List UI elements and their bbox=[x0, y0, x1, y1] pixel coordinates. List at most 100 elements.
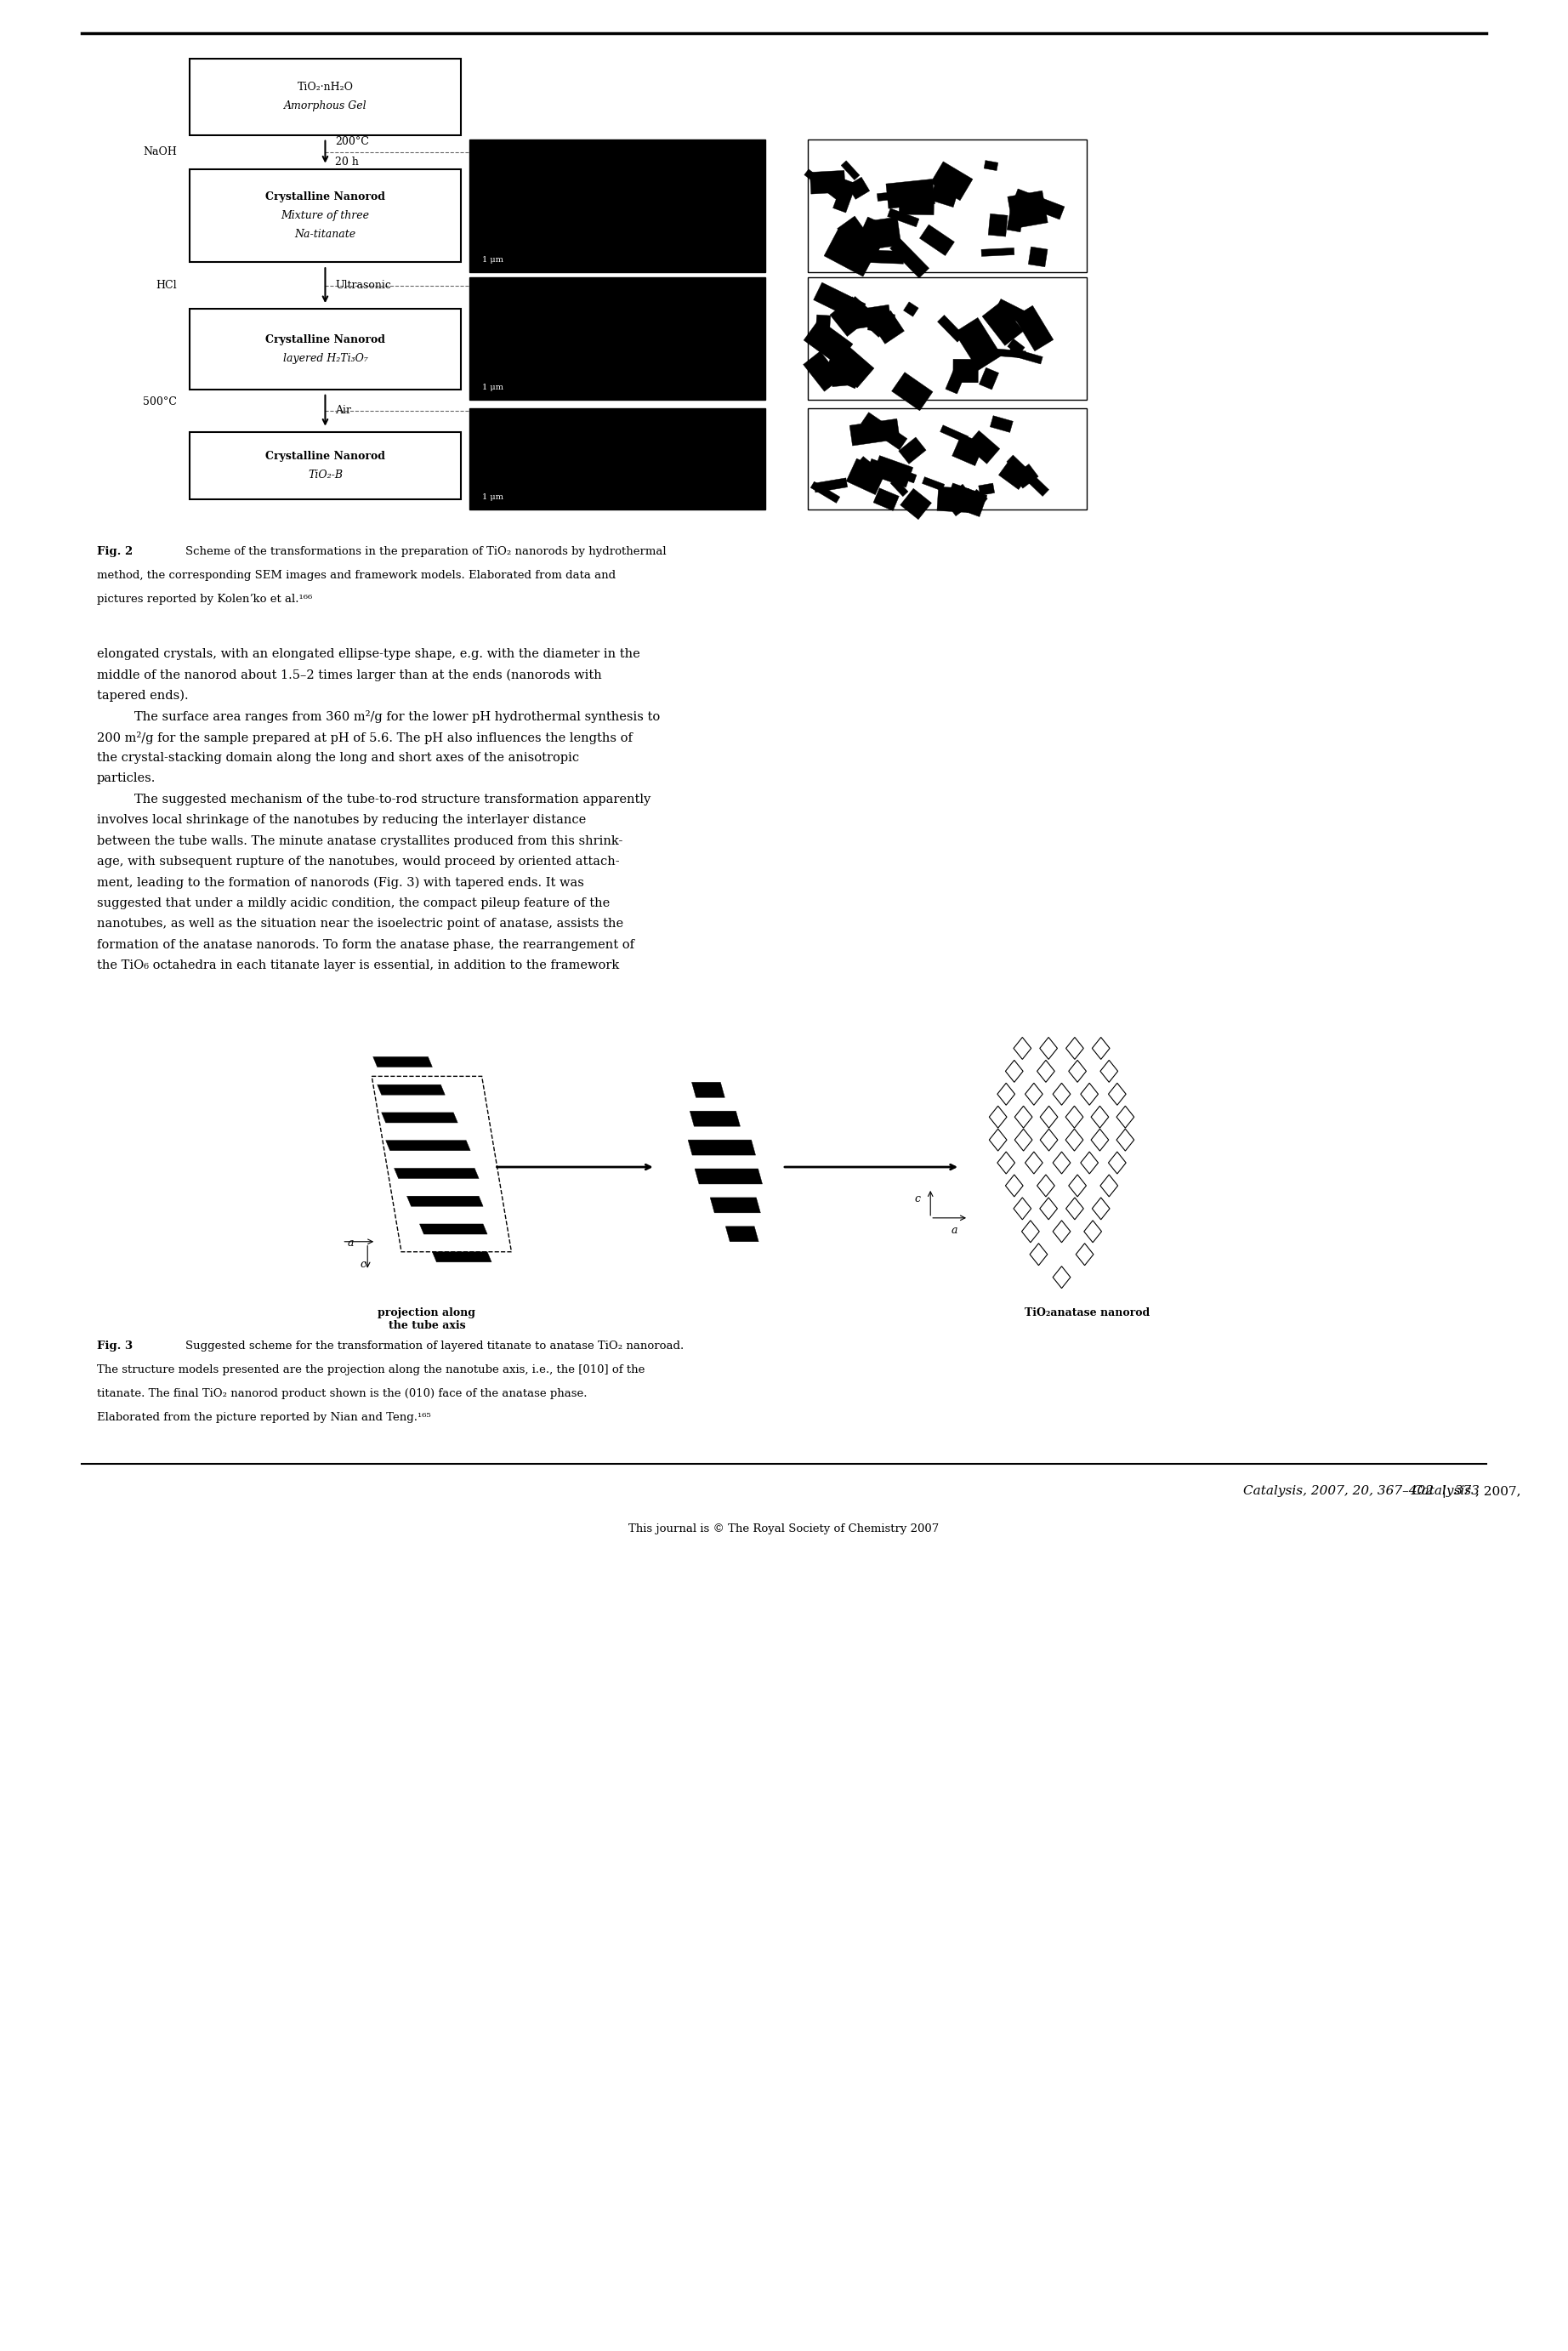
Polygon shape bbox=[953, 360, 978, 383]
Bar bbox=[469, 277, 765, 400]
Polygon shape bbox=[373, 1058, 433, 1067]
Bar bbox=[469, 409, 765, 510]
Bar bbox=[190, 169, 461, 263]
Text: The surface area ranges from 360 m²/g for the lower pH hydrothermal synthesis to: The surface area ranges from 360 m²/g fo… bbox=[135, 710, 660, 724]
Polygon shape bbox=[877, 190, 900, 202]
Polygon shape bbox=[1029, 247, 1047, 268]
Text: Fig. 3: Fig. 3 bbox=[97, 1340, 132, 1352]
Polygon shape bbox=[850, 306, 892, 329]
Text: a: a bbox=[950, 1225, 958, 1237]
Text: particles.: particles. bbox=[97, 773, 155, 785]
Polygon shape bbox=[811, 169, 845, 195]
Polygon shape bbox=[903, 301, 919, 317]
Text: Catalysis, 2007, ​20​, 367–402  |  373: Catalysis, 2007, ​20​, 367–402 | 373 bbox=[1243, 1486, 1480, 1498]
Bar bbox=[808, 409, 1087, 510]
Polygon shape bbox=[710, 1197, 760, 1213]
Polygon shape bbox=[840, 160, 859, 181]
Polygon shape bbox=[867, 313, 895, 331]
Polygon shape bbox=[695, 1168, 762, 1185]
Polygon shape bbox=[966, 430, 1000, 463]
Polygon shape bbox=[985, 160, 999, 172]
Polygon shape bbox=[433, 1251, 491, 1262]
Bar bbox=[190, 308, 461, 390]
Polygon shape bbox=[386, 1140, 470, 1150]
Text: c: c bbox=[914, 1194, 920, 1204]
Polygon shape bbox=[978, 484, 994, 496]
Polygon shape bbox=[989, 416, 1013, 433]
Polygon shape bbox=[823, 350, 866, 388]
Text: middle of the nanorod about 1.5–2 times larger than at the ends (nanorods with: middle of the nanorod about 1.5–2 times … bbox=[97, 668, 602, 682]
Polygon shape bbox=[1013, 463, 1038, 489]
Text: elongated crystals, with an elongated ellipse-type shape, e.g. with the diameter: elongated crystals, with an elongated el… bbox=[97, 649, 640, 661]
Polygon shape bbox=[1008, 348, 1043, 364]
Polygon shape bbox=[420, 1225, 488, 1234]
Polygon shape bbox=[394, 1168, 478, 1178]
Bar bbox=[808, 277, 1087, 400]
Polygon shape bbox=[1014, 306, 1054, 350]
Polygon shape bbox=[952, 435, 985, 465]
Polygon shape bbox=[691, 1081, 724, 1098]
Polygon shape bbox=[886, 179, 935, 209]
Text: Crystalline Nanorod: Crystalline Nanorod bbox=[265, 451, 386, 461]
Polygon shape bbox=[938, 315, 964, 343]
Polygon shape bbox=[814, 477, 847, 491]
Polygon shape bbox=[955, 317, 1002, 371]
Text: Amorphous Gel: Amorphous Gel bbox=[284, 101, 367, 113]
Text: projection along
the tube axis: projection along the tube axis bbox=[378, 1307, 475, 1331]
Polygon shape bbox=[919, 226, 955, 256]
Text: Fig. 2: Fig. 2 bbox=[97, 545, 133, 557]
Text: titanate. The final TiO₂ nanorod product shown is the (010) face of the anatase : titanate. The final TiO₂ nanorod product… bbox=[97, 1389, 586, 1399]
Polygon shape bbox=[1008, 190, 1047, 228]
Text: formation of the anatase nanorods. To form the anatase phase, the rearrangement : formation of the anatase nanorods. To fo… bbox=[97, 938, 633, 950]
Text: Crystalline Nanorod: Crystalline Nanorod bbox=[265, 334, 386, 346]
Text: NaOH: NaOH bbox=[143, 146, 177, 158]
Polygon shape bbox=[930, 183, 958, 207]
Text: ment, leading to the formation of nanorods (Fig. 3) with tapered ends. It was: ment, leading to the formation of nanoro… bbox=[97, 877, 583, 889]
Bar bbox=[469, 139, 765, 273]
Text: Ultrasonic: Ultrasonic bbox=[336, 280, 392, 292]
Polygon shape bbox=[1007, 205, 1024, 233]
Bar bbox=[190, 433, 461, 501]
Text: 500°C: 500°C bbox=[143, 397, 177, 407]
Polygon shape bbox=[891, 237, 930, 277]
Text: Air: Air bbox=[336, 404, 351, 416]
Polygon shape bbox=[891, 477, 908, 496]
Polygon shape bbox=[847, 458, 886, 494]
Polygon shape bbox=[406, 1197, 483, 1206]
Polygon shape bbox=[996, 299, 1029, 324]
Polygon shape bbox=[922, 477, 944, 491]
Polygon shape bbox=[811, 482, 840, 503]
Polygon shape bbox=[1013, 188, 1065, 219]
Text: 1 μm: 1 μm bbox=[481, 383, 503, 390]
Polygon shape bbox=[381, 1112, 458, 1124]
Polygon shape bbox=[688, 1140, 756, 1154]
Text: Catalysis: Catalysis bbox=[1411, 1486, 1471, 1498]
Text: the crystal-stacking domain along the long and short axes of the anisotropic: the crystal-stacking domain along the lo… bbox=[97, 752, 579, 764]
Polygon shape bbox=[898, 193, 935, 214]
Polygon shape bbox=[887, 209, 919, 228]
Text: involves local shrinkage of the nanotubes by reducing the interlayer distance: involves local shrinkage of the nanotube… bbox=[97, 813, 586, 825]
Text: TiO₂·nH₂O: TiO₂·nH₂O bbox=[298, 82, 353, 94]
Text: Elaborated from the picture reported by Nian and Teng.¹⁶⁵: Elaborated from the picture reported by … bbox=[97, 1413, 431, 1422]
Text: The suggested mechanism of the tube-to-rod structure transformation apparently: The suggested mechanism of the tube-to-r… bbox=[135, 795, 651, 806]
Polygon shape bbox=[988, 348, 1025, 357]
Polygon shape bbox=[847, 176, 870, 200]
Polygon shape bbox=[690, 1112, 740, 1126]
Polygon shape bbox=[858, 456, 884, 480]
Text: 200 m²/g for the sample prepared at pH of 5.6. The pH also influences the length: 200 m²/g for the sample prepared at pH o… bbox=[97, 731, 632, 743]
Text: the TiO₆ octahedra in each titanate layer is essential, in addition to the frame: the TiO₆ octahedra in each titanate laye… bbox=[97, 959, 619, 971]
Polygon shape bbox=[829, 296, 870, 336]
Polygon shape bbox=[892, 371, 933, 411]
Polygon shape bbox=[1007, 456, 1049, 496]
Text: layered H₂Ti₃O₇: layered H₂Ti₃O₇ bbox=[282, 353, 367, 364]
Text: Crystalline Nanorod: Crystalline Nanorod bbox=[265, 190, 386, 202]
Polygon shape bbox=[982, 301, 1024, 346]
Bar bbox=[190, 59, 461, 134]
Polygon shape bbox=[833, 179, 856, 212]
Polygon shape bbox=[378, 1084, 445, 1096]
Polygon shape bbox=[930, 162, 972, 200]
Polygon shape bbox=[964, 489, 988, 513]
Polygon shape bbox=[941, 426, 969, 442]
Text: 200°C: 200°C bbox=[336, 136, 370, 148]
Text: a: a bbox=[348, 1239, 354, 1248]
